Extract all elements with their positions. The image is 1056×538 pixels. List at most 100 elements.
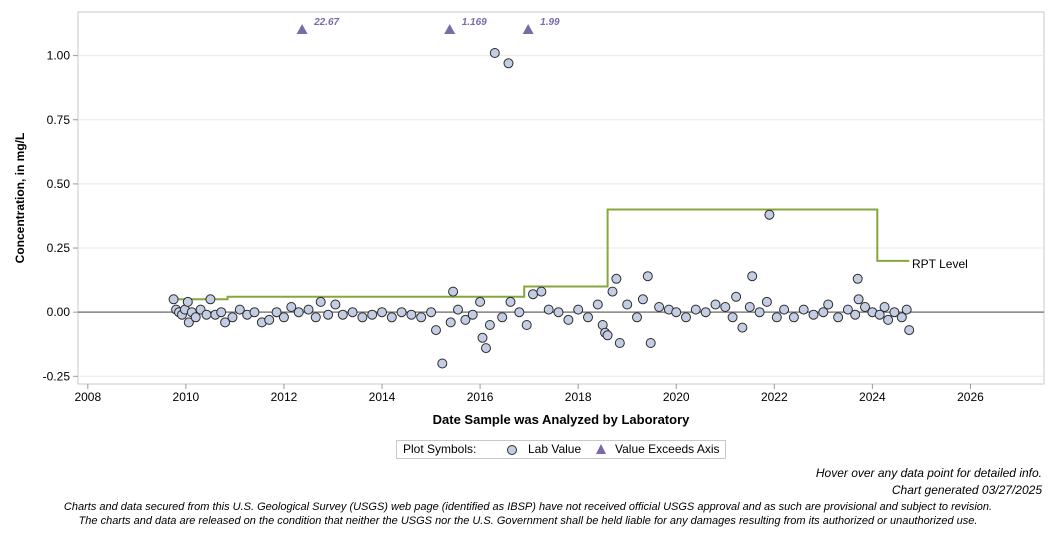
x-tick-label: 2020 — [663, 390, 690, 404]
lab-value-point — [396, 307, 407, 318]
lab-value-point — [484, 320, 495, 330]
lab-value-point — [220, 317, 231, 328]
legend-title: Plot Symbols: — [403, 442, 477, 456]
lab-value-point — [249, 307, 260, 318]
lab-value-point — [808, 309, 819, 320]
x-tick-label: 2016 — [467, 390, 494, 404]
lab-value-point — [205, 294, 216, 305]
lab-value-point — [347, 307, 358, 318]
lab-value-point — [563, 314, 574, 325]
lab-value-point — [761, 296, 772, 307]
x-tick-label: 2010 — [173, 390, 200, 404]
lab-value-point — [293, 307, 304, 318]
value-exceeds-axis-marker — [522, 24, 534, 34]
lab-value-point — [798, 304, 809, 315]
lab-value-point — [437, 358, 448, 369]
lab-value-point — [654, 302, 665, 312]
lab-value-point — [850, 309, 861, 320]
lab-value-point — [583, 312, 593, 323]
lab-value-point — [896, 312, 907, 323]
hover-note: Hover over any data point for detailed i… — [815, 466, 1042, 480]
x-tick-label: 2008 — [74, 390, 101, 404]
lab-value-point — [592, 299, 603, 310]
lab-value-point — [303, 304, 314, 315]
lab-value-point — [710, 299, 721, 310]
lab-value-point — [453, 304, 463, 315]
legend: Plot Symbols: Lab Value Value Exceeds Ax… — [396, 440, 726, 459]
y-axis-title: Concentration, in mg/L — [13, 133, 27, 264]
lab-value-point — [264, 314, 275, 325]
lab-value-point — [234, 304, 245, 315]
lab-value-point — [330, 299, 341, 310]
lab-value-point — [747, 271, 758, 282]
lab-value-point — [607, 286, 618, 297]
lab-value-point — [602, 330, 613, 341]
rpt-level-label: RPT Level — [912, 257, 968, 271]
lab-value-point — [833, 312, 844, 323]
lab-value-point — [904, 325, 915, 336]
lab-value-point — [823, 299, 834, 310]
y-tick-label: 1.00 — [47, 49, 71, 63]
lab-value-point — [614, 338, 625, 348]
lab-value-point — [183, 317, 194, 328]
y-tick-label: 0.25 — [47, 241, 71, 255]
lab-value-point — [227, 312, 238, 323]
lab-value-point — [448, 286, 459, 297]
lab-value-point — [528, 289, 538, 300]
lab-value-point — [323, 309, 334, 320]
lab-value-point — [573, 304, 584, 315]
disclaimer-line-1: Charts and data secured from this U.S. G… — [63, 501, 993, 513]
y-tick-label: 0.50 — [47, 177, 71, 191]
value-exceeds-axis-marker — [296, 24, 308, 34]
rpt-level-line — [173, 208, 910, 301]
lab-value-point — [818, 307, 829, 318]
lab-value-point — [681, 312, 691, 323]
exceeds-axis-value-label: 1.169 — [462, 17, 487, 28]
lab-value-point — [852, 273, 863, 284]
lab-value-point — [879, 302, 890, 312]
x-tick-label: 2012 — [271, 390, 298, 404]
lab-value-point — [475, 296, 486, 307]
lab-value-point — [700, 307, 711, 318]
lab-value-point — [416, 312, 427, 323]
lab-value-point — [445, 317, 456, 328]
lab-value-point — [764, 209, 775, 220]
lab-value-point — [622, 299, 633, 310]
lab-value-point — [543, 304, 554, 315]
lab-value-point — [842, 304, 853, 315]
lab-value-point — [671, 307, 682, 318]
disclaimer-line-2: The charts and data are released on the … — [78, 515, 978, 527]
lab-value-point — [632, 312, 642, 323]
legend-triangle-icon — [596, 444, 606, 454]
exceeds-axis-value-label: 22.67 — [313, 17, 339, 28]
legend-item-lab-value: Lab Value — [528, 442, 582, 456]
y-tick-label: 0.00 — [47, 305, 71, 319]
lab-value-point — [514, 307, 525, 318]
lab-value-point — [503, 58, 514, 69]
plot-area — [77, 11, 1045, 385]
lab-value-point — [901, 304, 912, 315]
chart-generated-date: Chart generated 03/27/2025 — [891, 483, 1042, 497]
legend-circle-icon — [507, 445, 517, 455]
lab-value-point — [637, 294, 648, 305]
lab-value-point — [497, 312, 508, 323]
lab-value-point — [744, 302, 755, 312]
x-tick-label: 2026 — [957, 390, 984, 404]
lab-value-point — [278, 312, 289, 323]
x-tick-label: 2014 — [369, 390, 396, 404]
lab-value-point — [788, 312, 799, 323]
legend-item-value-exceeds-axis: Value Exceeds Axis — [615, 442, 720, 456]
lab-value-point — [727, 312, 738, 323]
lab-value-point — [431, 325, 441, 336]
lab-value-point — [690, 304, 701, 315]
x-tick-label: 2022 — [761, 390, 788, 404]
lab-value-point — [536, 286, 547, 297]
lab-value-point — [315, 296, 326, 307]
lab-value-point — [357, 312, 368, 323]
lab-value-point — [406, 309, 417, 320]
lab-value-point — [489, 48, 500, 58]
lab-value-point — [645, 338, 656, 348]
lab-value-point — [889, 307, 900, 318]
exceeds-axis-value-label: 1.99 — [540, 17, 560, 28]
